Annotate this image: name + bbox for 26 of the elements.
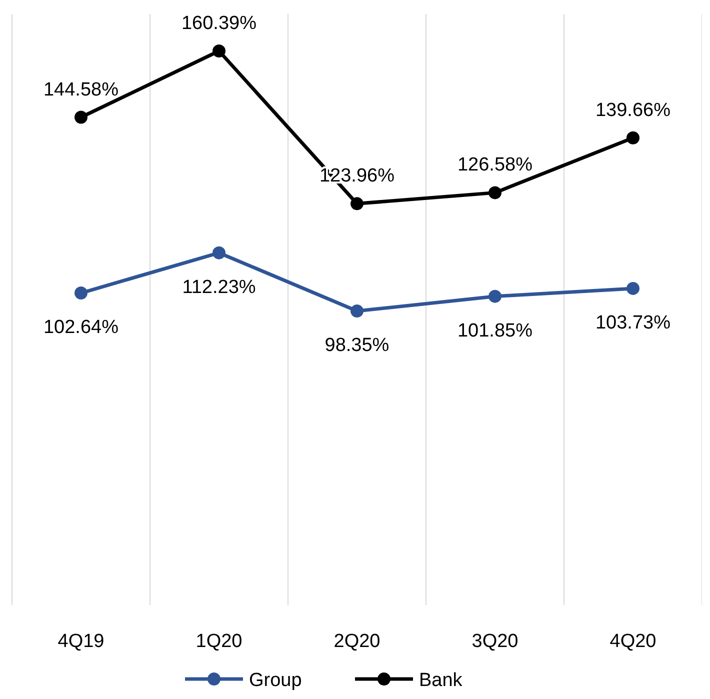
point: [488, 186, 502, 200]
point: [212, 246, 226, 260]
point: [350, 197, 364, 210]
point: [74, 110, 88, 124]
data-label: 112.23%: [182, 276, 256, 298]
data-label: 139.66%: [595, 100, 671, 121]
data-label: 101.85%: [457, 320, 533, 342]
x-tick-label: 4Q20: [610, 631, 656, 652]
legend-label: Bank: [419, 670, 463, 691]
data-label: 102.64%: [43, 317, 119, 338]
data-label: 160.39%: [181, 13, 257, 34]
x-tick-label: 4Q19: [58, 631, 104, 652]
x-tick-label: 3Q20: [472, 631, 518, 652]
legend-label: Group: [249, 670, 302, 691]
x-tick-label: 1Q20: [196, 631, 242, 652]
point: [212, 44, 226, 58]
data-label: 98.35%: [324, 335, 390, 356]
point: [626, 282, 640, 295]
point: [626, 131, 640, 144]
point: [488, 290, 502, 303]
data-label: 126.58%: [457, 154, 533, 176]
data-label: 144.58%: [43, 79, 119, 100]
point: [74, 286, 88, 300]
x-tick-label: 2Q20: [334, 631, 380, 652]
data-label: 103.73%: [595, 312, 671, 334]
point: [350, 304, 364, 318]
